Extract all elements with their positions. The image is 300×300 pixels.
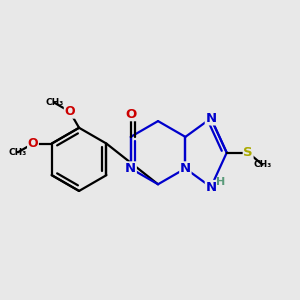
Text: N: N [125, 162, 136, 175]
Text: O: O [64, 105, 75, 118]
Text: CH₃: CH₃ [46, 98, 64, 107]
Text: H: H [217, 177, 226, 187]
Text: CH₃: CH₃ [9, 148, 27, 157]
Text: S: S [243, 146, 253, 159]
Text: N: N [180, 162, 191, 175]
Text: O: O [28, 137, 38, 150]
Text: N: N [206, 181, 217, 194]
Text: CH₃: CH₃ [254, 160, 272, 169]
Text: O: O [125, 108, 136, 121]
Text: N: N [206, 112, 217, 125]
